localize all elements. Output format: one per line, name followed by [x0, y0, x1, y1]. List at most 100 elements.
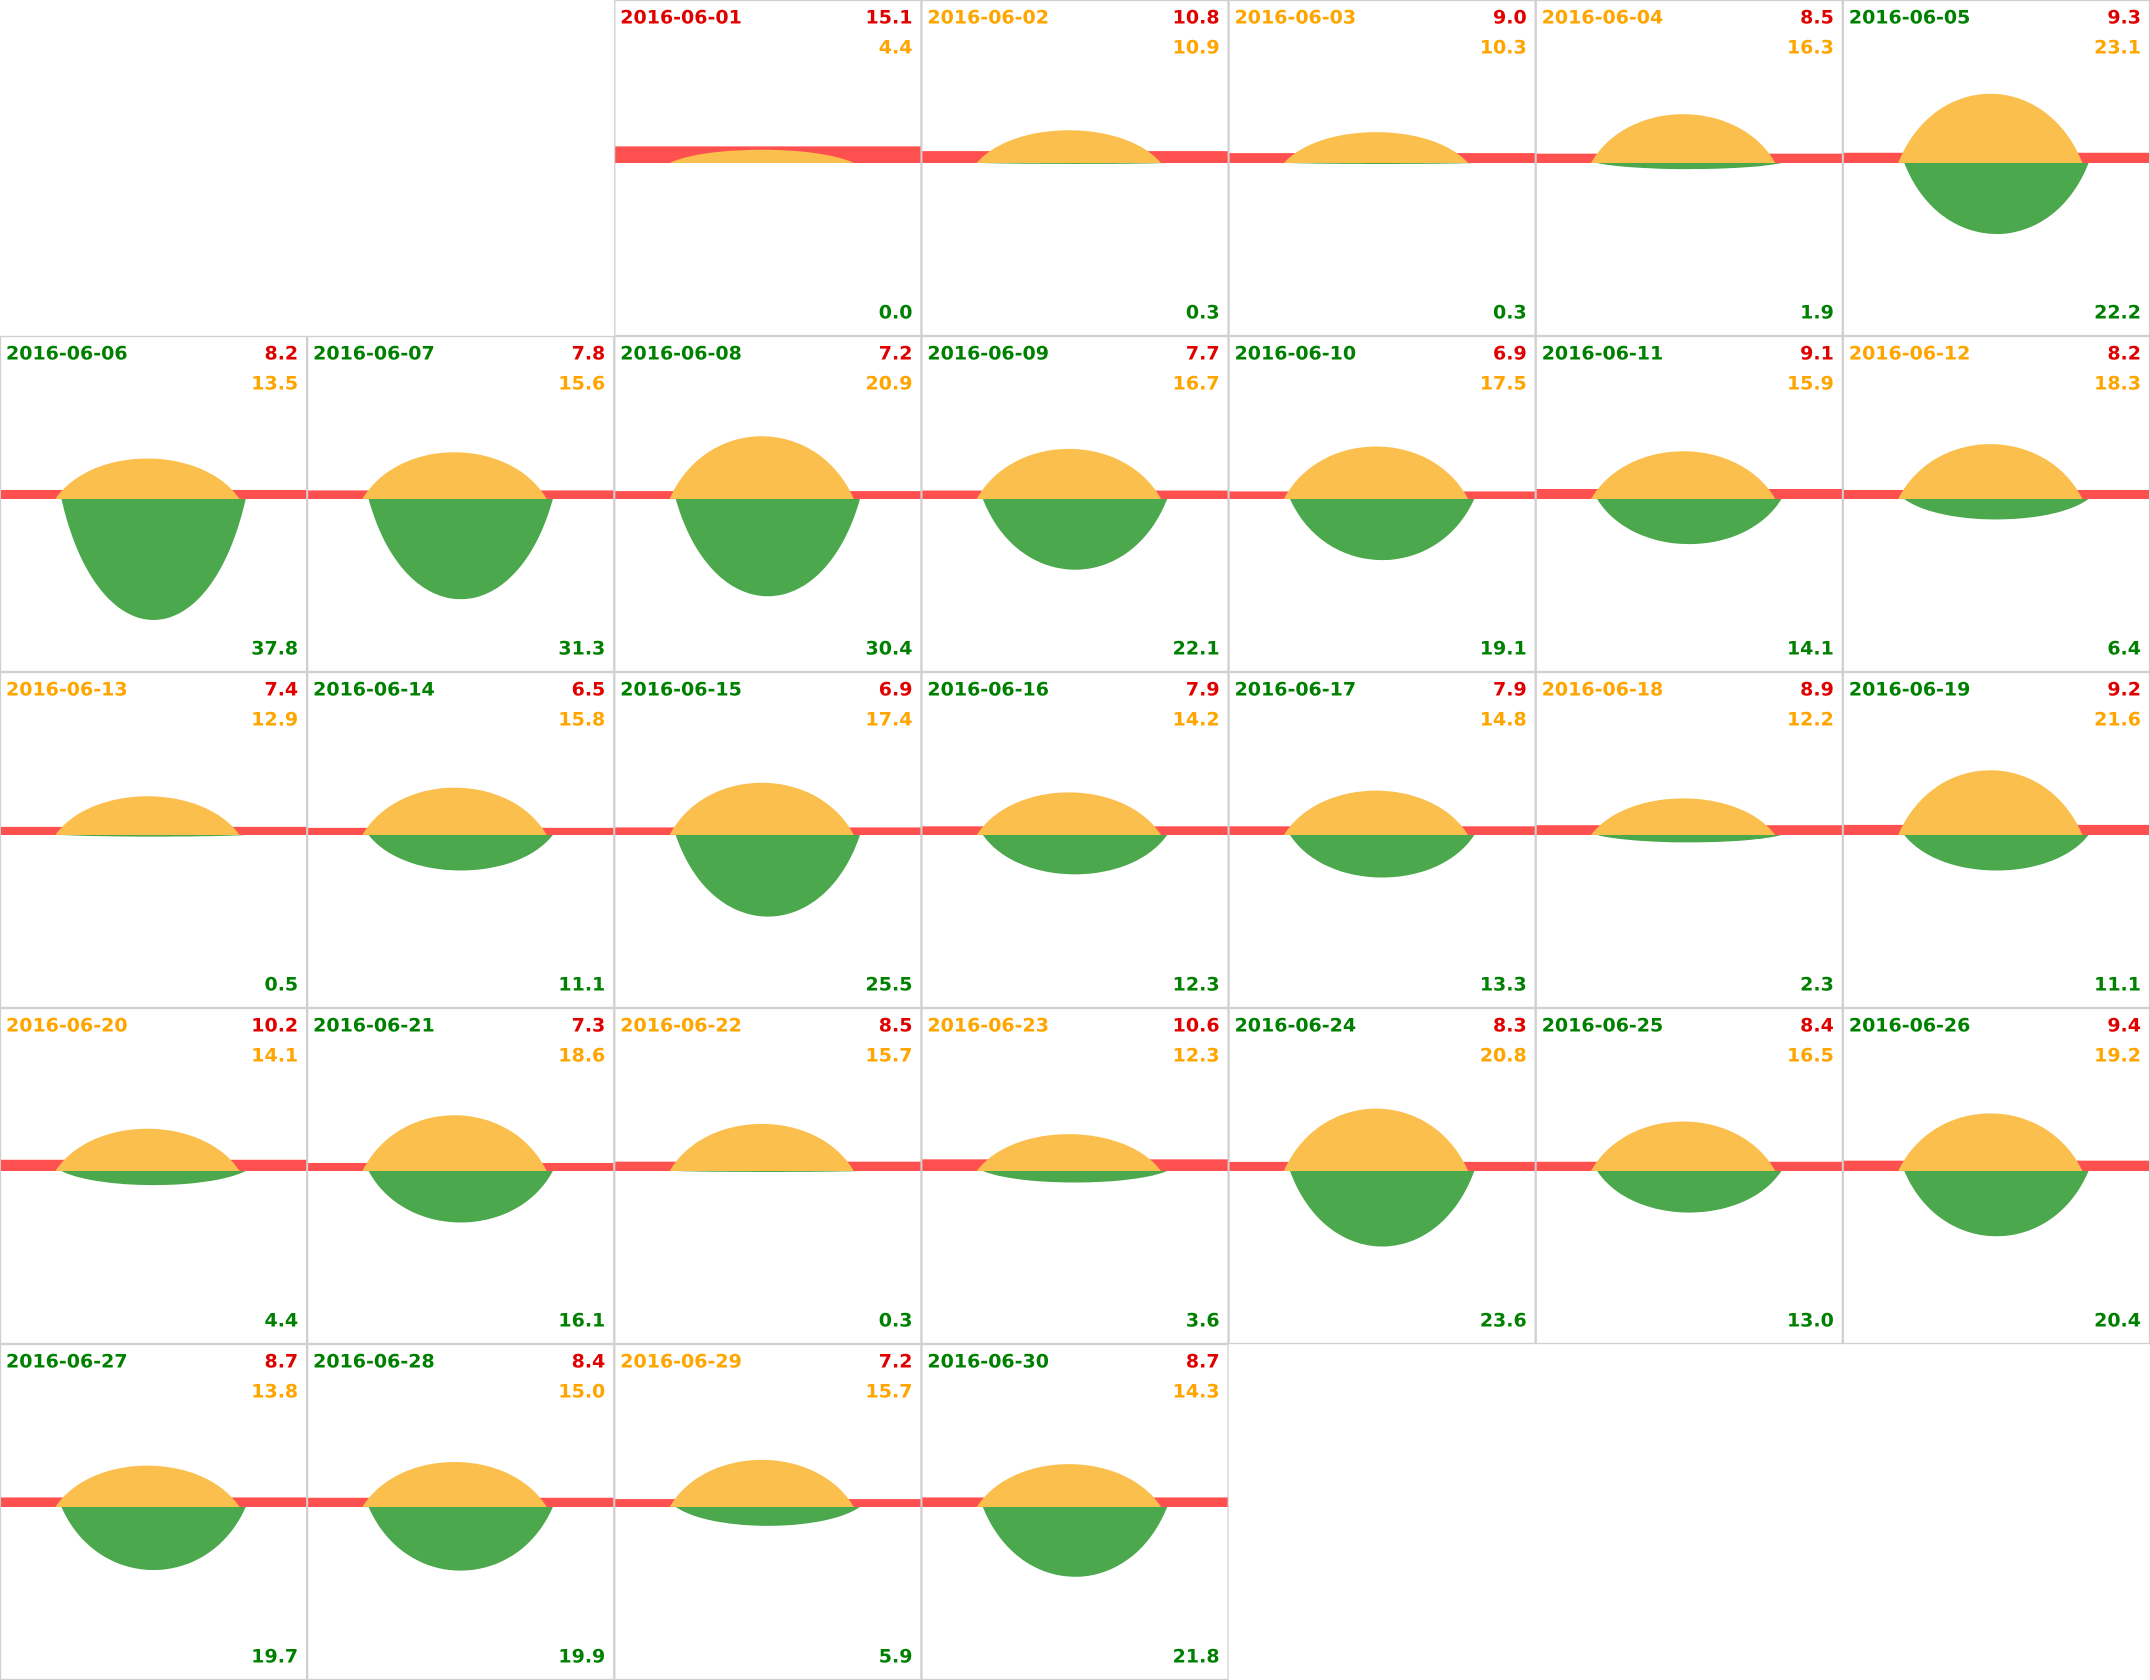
- consumption-area: [1898, 1113, 2083, 1171]
- import-value: 6.9: [879, 679, 913, 701]
- consumption-value: 10.3: [1480, 37, 1527, 59]
- date-label: 2016-06-29: [620, 1351, 742, 1373]
- production-value: 5.9: [879, 1646, 913, 1668]
- day-cell: [1228, 0, 1536, 337]
- import-value: 7.4: [264, 679, 298, 701]
- consumption-value: 18.6: [558, 1045, 605, 1067]
- date-label: 2016-06-12: [1849, 343, 1971, 365]
- import-value: 7.2: [879, 343, 913, 365]
- consumption-area: [669, 436, 854, 499]
- import-value: 8.4: [572, 1351, 606, 1373]
- production-area: [1904, 835, 2089, 871]
- date-label: 2016-06-06: [6, 343, 128, 365]
- day-cell: [1535, 0, 1844, 337]
- consumption-area: [1591, 451, 1776, 499]
- production-area: [1290, 163, 1475, 164]
- import-value: 10.6: [1173, 1015, 1220, 1037]
- production-area: [1904, 163, 2089, 235]
- day-cell: [1535, 1007, 1844, 1345]
- consumption-value: 16.5: [1787, 1045, 1834, 1067]
- date-label: 2016-06-01: [620, 7, 742, 29]
- consumption-value: 19.2: [2094, 1045, 2141, 1067]
- production-value: 0.5: [264, 974, 298, 996]
- consumption-area: [669, 149, 854, 163]
- production-area: [1597, 499, 1782, 545]
- day-cell: [1228, 1007, 1536, 1345]
- production-area: [368, 499, 553, 600]
- consumption-area: [55, 1465, 240, 1507]
- consumption-area: [1283, 1108, 1469, 1171]
- day-cell: [306, 1007, 615, 1345]
- production-area: [61, 499, 246, 620]
- day-cell: [1535, 671, 1844, 1009]
- consumption-value: 4.4: [879, 37, 913, 59]
- day-cell: [306, 335, 615, 673]
- production-area: [675, 1507, 860, 1526]
- production-area: [61, 1507, 246, 1571]
- production-value: 16.1: [558, 1310, 605, 1332]
- production-area: [1904, 1171, 2089, 1237]
- consumption-value: 20.9: [866, 373, 913, 395]
- import-value: 8.9: [1800, 679, 1834, 701]
- production-value: 6.4: [2107, 638, 2141, 660]
- production-value: 31.3: [558, 638, 605, 660]
- consumption-area: [1898, 93, 2083, 163]
- production-value: 3.6: [1186, 1310, 1220, 1332]
- production-value: 23.6: [1480, 1310, 1527, 1332]
- day-cell: [614, 0, 922, 337]
- production-value: 37.8: [251, 638, 298, 660]
- import-value: 9.3: [2107, 7, 2141, 29]
- date-label: 2016-06-16: [927, 679, 1049, 701]
- consumption-value: 15.0: [558, 1381, 605, 1403]
- production-area: [982, 1507, 1168, 1577]
- production-value: 0.3: [1186, 302, 1220, 324]
- import-value: 10.2: [251, 1015, 298, 1037]
- production-value: 2.3: [1800, 974, 1834, 996]
- import-value: 6.9: [1493, 343, 1527, 365]
- date-label: 2016-06-04: [1542, 7, 1664, 29]
- import-value: 9.1: [1800, 343, 1834, 365]
- production-value: 0.3: [879, 1310, 913, 1332]
- consumption-value: 14.8: [1480, 709, 1527, 731]
- production-value: 22.2: [2094, 302, 2141, 324]
- date-label: 2016-06-20: [6, 1015, 128, 1037]
- date-label: 2016-06-09: [927, 343, 1049, 365]
- date-label: 2016-06-15: [620, 679, 742, 701]
- consumption-area: [976, 1464, 1161, 1507]
- consumption-value: 10.9: [1173, 37, 1220, 59]
- consumption-value: 20.8: [1480, 1045, 1527, 1067]
- consumption-value: 17.5: [1480, 373, 1527, 395]
- import-value: 9.0: [1493, 7, 1527, 29]
- production-value: 13.3: [1480, 974, 1527, 996]
- consumption-area: [1591, 798, 1776, 835]
- production-value: 30.4: [866, 638, 913, 660]
- import-value: 8.2: [2107, 343, 2141, 365]
- date-label: 2016-06-26: [1849, 1015, 1971, 1037]
- import-value: 15.1: [866, 7, 913, 29]
- consumption-area: [1898, 444, 2083, 499]
- import-value: 8.3: [1493, 1015, 1527, 1037]
- consumption-area: [976, 1134, 1161, 1171]
- day-cell: [306, 671, 615, 1009]
- consumption-value: 21.6: [2094, 709, 2141, 731]
- consumption-area: [362, 1115, 547, 1171]
- consumption-area: [362, 787, 547, 835]
- day-cell: [614, 671, 922, 1009]
- date-label: 2016-06-05: [1849, 7, 1971, 29]
- date-label: 2016-06-27: [6, 1351, 128, 1373]
- import-value: 9.4: [2107, 1015, 2141, 1037]
- consumption-value: 15.8: [558, 709, 605, 731]
- import-value: 8.7: [1186, 1351, 1220, 1373]
- production-area: [61, 1171, 246, 1186]
- production-value: 11.1: [558, 974, 605, 996]
- consumption-value: 15.9: [1787, 373, 1834, 395]
- import-value: 8.4: [1800, 1015, 1834, 1037]
- import-value: 7.7: [1186, 343, 1220, 365]
- import-value: 8.2: [264, 343, 298, 365]
- date-label: 2016-06-28: [313, 1351, 435, 1373]
- production-value: 22.1: [1173, 638, 1220, 660]
- import-value: 7.8: [572, 343, 606, 365]
- import-value: 6.5: [572, 679, 606, 701]
- import-value: 7.9: [1186, 679, 1220, 701]
